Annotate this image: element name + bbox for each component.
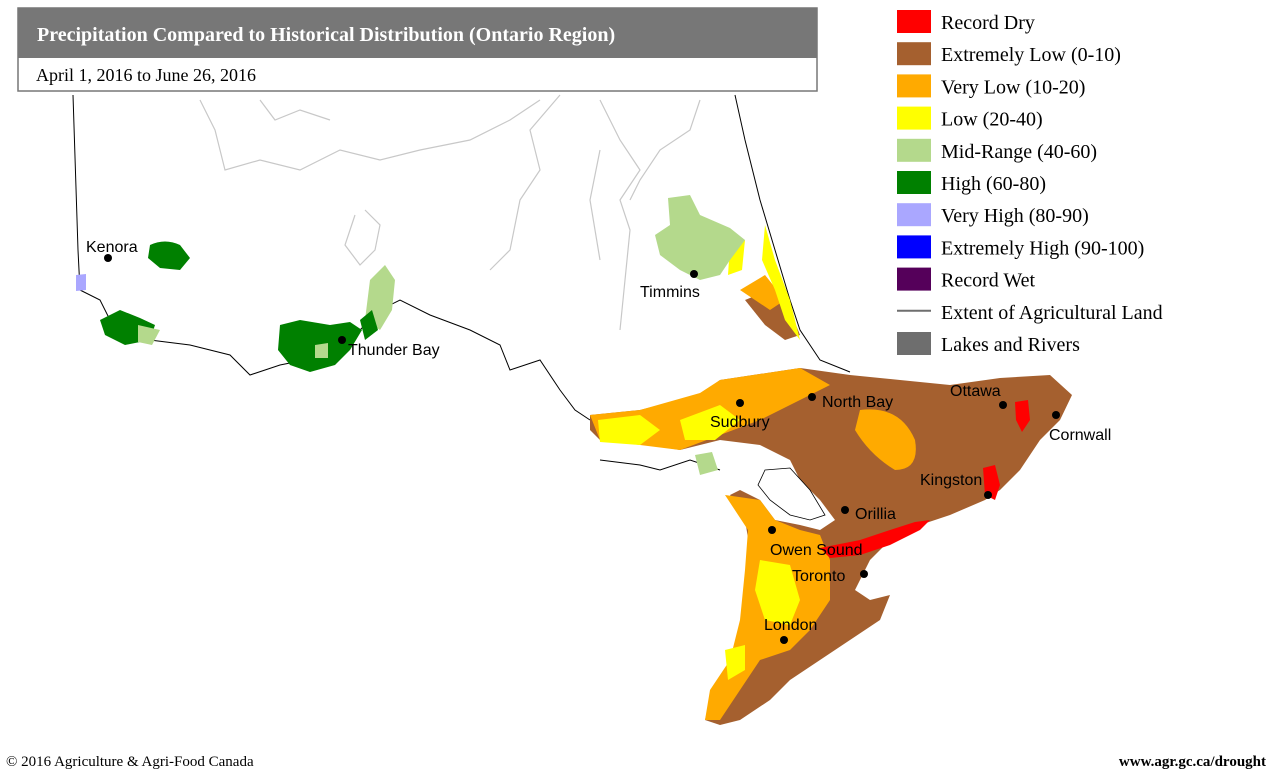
region (855, 409, 916, 470)
region (740, 275, 785, 310)
legend-label: Extremely High (90-100) (941, 237, 1144, 259)
city-dot (860, 570, 868, 578)
region (755, 560, 800, 625)
city-label: North Bay (822, 394, 893, 411)
city-label: Kingston (920, 472, 982, 489)
region (680, 405, 740, 440)
lake (757, 467, 826, 521)
shoreline (734, 94, 851, 373)
city-dot (841, 506, 849, 514)
legend-label: Lakes and Rivers (941, 334, 1080, 356)
region (138, 325, 160, 345)
city-label: Toronto (792, 568, 845, 585)
legend-swatch (897, 106, 931, 130)
city-dot (808, 393, 816, 401)
city-dot (1052, 411, 1060, 419)
legend-label: Record Wet (941, 270, 1036, 292)
legend-swatch (897, 138, 931, 162)
legend-label: High (60-80) (941, 173, 1046, 195)
legend: Record Dry Extremely Low (0-10) Very Low (… (897, 10, 1163, 356)
city-label: Cornwall (1049, 427, 1111, 444)
region (695, 452, 718, 475)
region (598, 415, 660, 445)
legend-label: Extremely Low (0-10) (941, 44, 1121, 66)
city-label: Ottawa (950, 383, 1001, 400)
legend-label: Very Low (10-20) (941, 76, 1085, 98)
region (762, 225, 800, 340)
source-url: www.agr.gc.ca/drought (1119, 754, 1266, 770)
city-label: Sudbury (710, 414, 770, 431)
boundary (199, 99, 541, 171)
boundaries (199, 94, 701, 331)
city-dot (780, 636, 788, 644)
subtitle: April 1, 2016 to June 26, 2016 (36, 65, 256, 85)
header-bar (18, 8, 817, 58)
boundary (589, 149, 601, 261)
boundary (259, 99, 331, 121)
city-dot (338, 336, 346, 344)
cities: Kenora Thunder Bay Timmins Sudbury North… (86, 239, 1111, 644)
region (725, 645, 745, 680)
legend-swatch (897, 10, 931, 33)
region (148, 241, 190, 270)
city-dot (999, 401, 1007, 409)
region (820, 520, 930, 558)
region (1015, 400, 1030, 432)
legend-swatch (897, 203, 931, 227)
region (315, 343, 328, 358)
copyright: © 2016 Agriculture & Agri-Food Canada (6, 754, 254, 770)
legend-swatch (897, 267, 931, 291)
city-dot (736, 399, 744, 407)
legend-swatch (897, 332, 931, 355)
title: Precipitation Compared to Historical Dis… (37, 24, 615, 46)
regions (76, 195, 1072, 725)
city-label: Timmins (640, 284, 700, 301)
legend-swatch (897, 74, 931, 98)
region (76, 274, 86, 291)
city-label: Thunder Bay (348, 342, 440, 359)
city-label: London (764, 617, 817, 634)
region (360, 310, 378, 340)
city-label: Owen Sound (770, 542, 863, 559)
boundary (489, 94, 561, 271)
region (655, 195, 745, 280)
city-dot (984, 491, 992, 499)
legend-label: Record Dry (941, 12, 1035, 34)
boundary (344, 209, 381, 266)
city-label: Kenora (86, 239, 138, 256)
city-dot (104, 254, 112, 262)
legend-label: Mid-Range (40-60) (941, 141, 1097, 163)
city-dot (768, 526, 776, 534)
legend-swatch (897, 42, 931, 66)
legend-label: Low (20-40) (941, 109, 1043, 131)
header: Precipitation Compared to Historical Dis… (17, 7, 818, 92)
legend-label: Extent of Agricultural Land (941, 302, 1163, 324)
boundary (629, 99, 701, 201)
boundary (599, 99, 641, 331)
city-dot (690, 270, 698, 278)
city-label: Orillia (855, 506, 896, 523)
legend-swatch (897, 235, 931, 259)
legend-label: Very High (80-90) (941, 205, 1089, 227)
legend-swatch (897, 171, 931, 194)
